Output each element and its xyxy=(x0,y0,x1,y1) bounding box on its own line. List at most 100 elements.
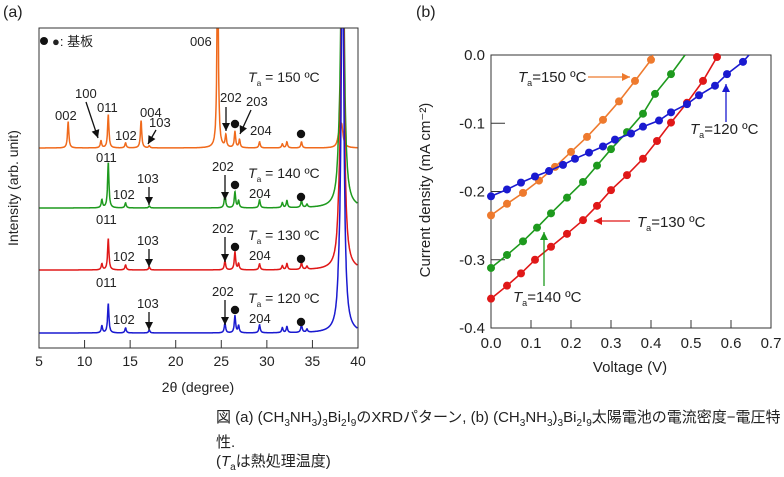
arrow-head-icon xyxy=(622,73,630,81)
temp-label: = 140 ºC xyxy=(261,165,319,181)
peak-label: 204 xyxy=(250,123,272,138)
jv-data-point xyxy=(579,216,587,225)
peak-label: 102 xyxy=(113,312,135,327)
jv-data-point xyxy=(531,172,539,181)
arrow-head-icon xyxy=(239,125,247,134)
peak-label: 102 xyxy=(113,187,135,202)
jv-data-point xyxy=(593,201,601,210)
jv-data-point xyxy=(723,70,731,79)
arrow-head-icon xyxy=(221,254,229,262)
y-tick-label: -0.1 xyxy=(459,115,485,132)
jv-y-axis-label: Current density (mA cm⁻²) xyxy=(417,103,434,278)
peak-label: 006 xyxy=(190,34,212,49)
jv-data-point xyxy=(639,122,647,131)
peak-label: 011 xyxy=(96,275,117,290)
y-tick-label: 0.0 xyxy=(464,47,485,64)
jv-data-point xyxy=(487,294,495,303)
jv-data-point xyxy=(487,211,495,220)
jv-data-point xyxy=(563,229,571,238)
jv-data-point xyxy=(607,186,615,195)
substrate-dot-icon xyxy=(230,305,240,315)
jv-data-point xyxy=(667,108,675,117)
jv-data-point xyxy=(607,145,615,154)
x-tick-label: 15 xyxy=(122,353,138,369)
x-tick-label: 0.6 xyxy=(721,335,742,352)
jv-data-point xyxy=(653,136,661,145)
arrow-head-icon xyxy=(145,197,153,205)
jv-data-point xyxy=(571,154,579,163)
xrd-series-2 xyxy=(39,28,358,271)
arrow-head-icon xyxy=(91,129,100,138)
jv-data-point xyxy=(559,160,567,169)
jv-data-point xyxy=(683,100,691,109)
xrd-y-axis-label: Intensity (arb. unit) xyxy=(5,130,21,246)
jv-data-point xyxy=(739,57,747,66)
jv-series-line-1 xyxy=(491,55,686,269)
jv-data-point xyxy=(651,89,659,98)
substrate-dot-icon xyxy=(230,180,240,190)
jv-data-point xyxy=(647,55,655,64)
arrow-head-icon xyxy=(145,259,153,267)
peak-label: 002 xyxy=(55,108,77,123)
jv-data-point xyxy=(503,199,511,208)
arrow-head-icon xyxy=(221,192,229,200)
jv-data-point xyxy=(547,209,555,218)
caption-t: T xyxy=(221,453,231,470)
xrd-series-0 xyxy=(39,28,358,149)
figure-caption: 図 (a) (CH3NH3)3Bi2I9のXRDパターン, (b) (CH3NH… xyxy=(216,408,784,477)
substrate-dot-icon xyxy=(296,192,306,202)
jv-plot-frame xyxy=(490,54,772,329)
arrow-head-icon xyxy=(148,135,156,144)
x-tick-label: 0.1 xyxy=(521,335,542,352)
jv-data-point xyxy=(695,91,703,100)
substrate-dot-icon xyxy=(296,129,306,139)
peak-label: 202 xyxy=(212,221,234,236)
jv-data-point xyxy=(503,281,511,290)
peak-label: 011 xyxy=(96,150,117,165)
arrow-head-icon xyxy=(145,322,153,330)
x-tick-label: 35 xyxy=(305,353,321,369)
jv-data-point xyxy=(579,177,587,186)
x-tick-label: 0.2 xyxy=(561,335,582,352)
label-120: Ta=120 ºC xyxy=(690,121,759,140)
x-tick-label: 0.0 xyxy=(481,335,502,352)
jv-data-point xyxy=(667,118,675,127)
temp-label: = 130 ºC xyxy=(261,227,319,243)
jv-data-point xyxy=(631,76,639,85)
jv-data-point xyxy=(517,269,525,278)
peak-label: 102 xyxy=(113,249,135,264)
peak-label: 103 xyxy=(137,296,159,311)
caption-rest: は熱処理温度) xyxy=(235,453,331,470)
xrd-series-3 xyxy=(39,28,358,334)
x-tick-label: 0.4 xyxy=(641,335,662,352)
jv-data-point xyxy=(615,97,623,106)
y-tick-label: -0.2 xyxy=(459,184,485,201)
x-tick-label: 30 xyxy=(259,353,275,369)
jv-data-point xyxy=(583,132,591,141)
x-tick-label: 20 xyxy=(168,353,184,369)
jv-data-point xyxy=(593,161,601,170)
temp-label: Ta = 130 ºC xyxy=(248,227,320,246)
peak-label: 004 xyxy=(140,105,162,120)
peak-label: 202 xyxy=(212,284,234,299)
jv-data-point xyxy=(567,147,575,156)
label-140: Ta=140 ºC xyxy=(513,289,582,308)
jv-data-point xyxy=(627,129,635,138)
jv-data-point xyxy=(519,237,527,246)
substrate-dot-icon xyxy=(40,37,48,45)
substrate-legend: ●: 基板 xyxy=(52,34,93,49)
substrate-dot-icon xyxy=(230,119,240,129)
jv-x-axis-label: Voltage (V) xyxy=(593,359,667,376)
xrd-plot-frame xyxy=(38,27,359,349)
temp-label-150: Ta = 150 ºC xyxy=(248,69,320,88)
arrow-head-icon xyxy=(221,317,229,325)
jv-data-point xyxy=(639,109,647,118)
jv-data-point xyxy=(599,115,607,124)
jv-data-point xyxy=(563,193,571,202)
temp-label: Ta = 120 ºC xyxy=(248,290,320,309)
jv-data-point xyxy=(599,142,607,151)
xrd-series-1 xyxy=(39,28,358,209)
label-130: Ta=130 ºC xyxy=(637,214,706,233)
temp-label: =130 ºC xyxy=(651,214,705,231)
